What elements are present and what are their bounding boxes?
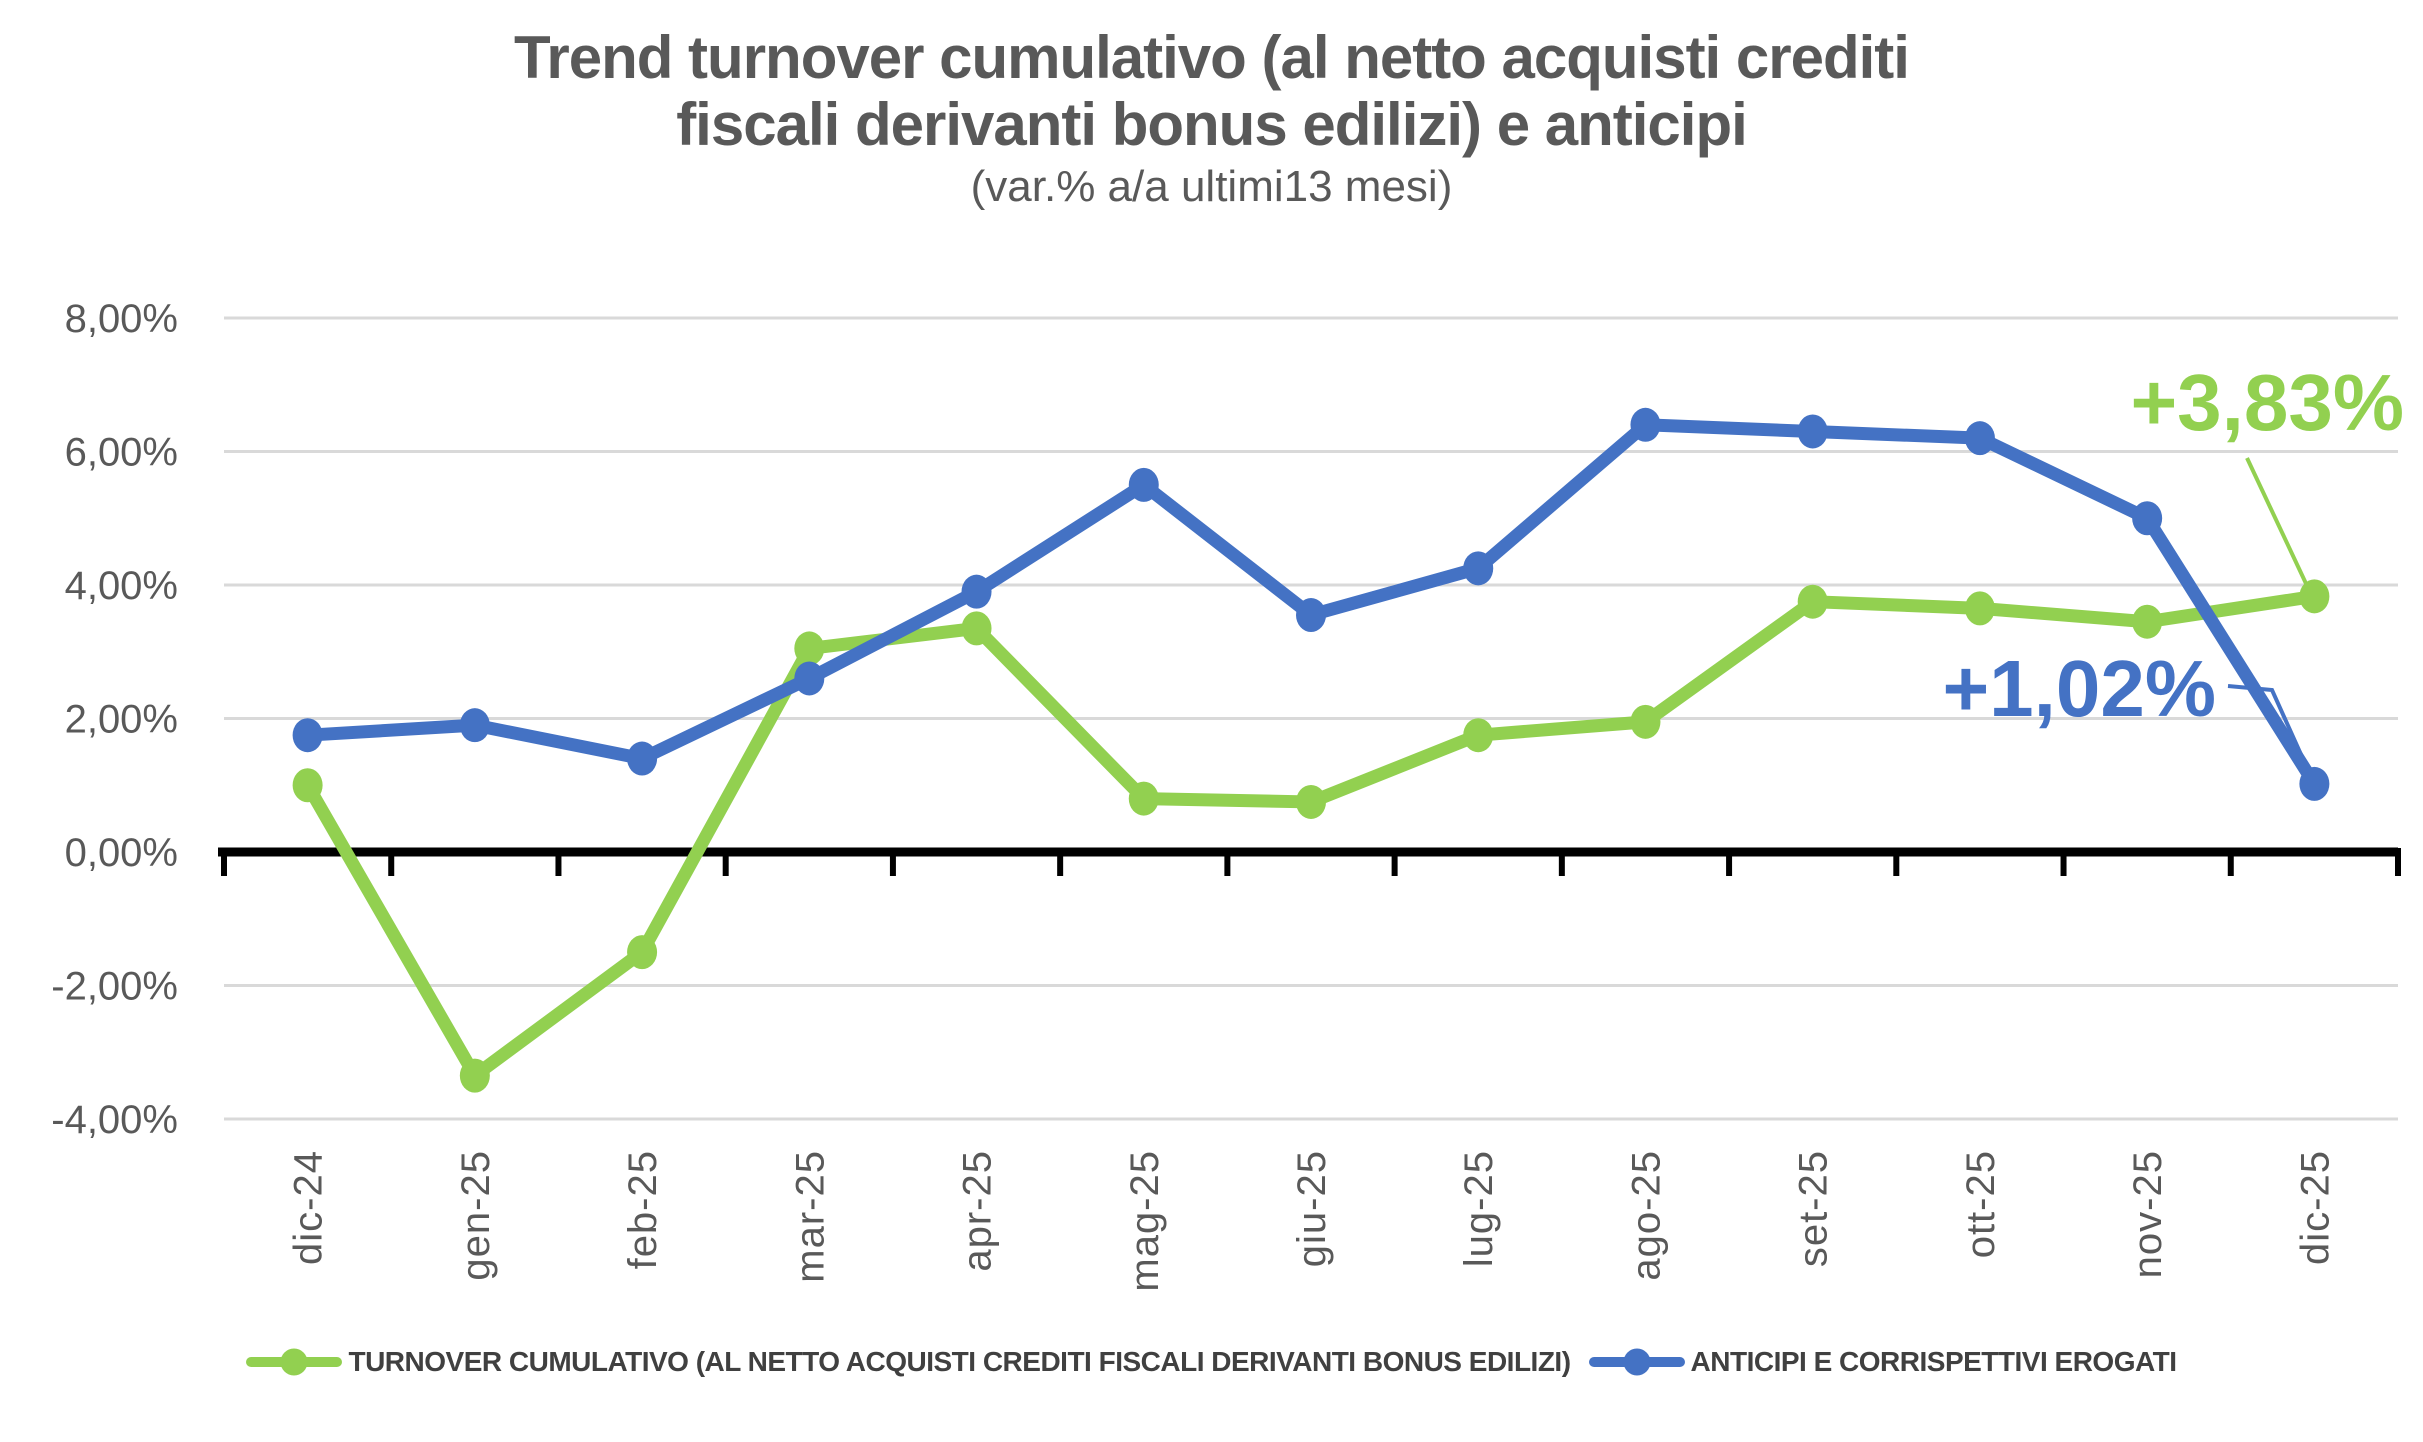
y-axis-label: 4,00% <box>65 564 178 608</box>
x-axis-label: dic-24 <box>287 1150 331 1265</box>
legend-dot-icon <box>280 1348 308 1376</box>
x-axis-label: lug-25 <box>1457 1150 1501 1267</box>
chart-title-line2: fiscali derivanti bonus edilizi) e antic… <box>676 91 1748 158</box>
x-axis-label: nov-25 <box>2126 1150 2170 1278</box>
chart-title: Trend turnover cumulativo (al netto acqu… <box>0 24 2423 158</box>
data-point-green <box>292 768 323 803</box>
y-axis-label: 0,00% <box>65 831 178 875</box>
chart-title-line1: Trend turnover cumulativo (al netto acqu… <box>514 24 1910 91</box>
annotation-blue-end-value: +1,02% <box>1942 644 2216 733</box>
data-point-green <box>1463 718 1494 753</box>
x-axis-label: ago-25 <box>1624 1150 1668 1281</box>
data-point-blue <box>1296 598 1326 633</box>
data-point-green <box>1964 591 1995 626</box>
data-point-green <box>1797 584 1828 619</box>
legend-marker-turnover-icon <box>246 1348 343 1376</box>
data-point-blue <box>794 661 825 696</box>
x-axis-label: gen-25 <box>454 1150 498 1281</box>
data-point-blue <box>627 741 658 776</box>
y-axis-label: -2,00% <box>51 965 178 1009</box>
y-axis-label: -4,00% <box>51 1098 178 1142</box>
data-point-green <box>1630 704 1661 739</box>
x-axis-label: mar-25 <box>788 1150 832 1283</box>
y-axis-label: 6,00% <box>65 431 178 475</box>
data-point-green <box>961 611 992 646</box>
annotation-leader-blue <box>2227 684 2311 772</box>
legend-label-turnover: TURNOVER CUMULATIVO (AL NETTO ACQUISTI C… <box>348 1346 1571 1377</box>
legend-item-turnover-cumulativo: TURNOVER CUMULATIVO (AL NETTO ACQUISTI C… <box>246 1346 1571 1378</box>
x-axis-label: feb-25 <box>621 1150 665 1269</box>
data-point-green <box>1128 781 1159 816</box>
data-point-green <box>794 631 825 666</box>
x-axis-label: ott-25 <box>1959 1150 2003 1258</box>
y-axis-label: 8,00% <box>65 297 178 341</box>
x-axis-label: dic-25 <box>2293 1150 2337 1265</box>
legend-dot-icon <box>1623 1348 1651 1376</box>
data-point-blue <box>1630 407 1661 442</box>
data-point-green <box>2132 604 2163 639</box>
data-point-blue <box>1463 551 1494 586</box>
annotation-leader-green <box>2245 457 2309 586</box>
data-point-blue <box>1964 421 1995 456</box>
data-point-green <box>1296 784 1326 819</box>
data-point-green <box>2299 579 2330 614</box>
data-point-blue <box>1797 414 1828 449</box>
x-axis-label: mag-25 <box>1123 1150 1167 1292</box>
data-point-green <box>459 1058 490 1093</box>
x-axis-label: giu-25 <box>1290 1150 1334 1267</box>
x-axis-label: apr-25 <box>956 1150 1000 1272</box>
x-axis-label: set-25 <box>1792 1150 1836 1267</box>
legend-label-anticipi: ANTICIPI E CORRISPETTIVI EROGATI <box>1690 1346 2177 1377</box>
data-point-green <box>627 935 658 970</box>
data-point-blue <box>2299 766 2330 801</box>
data-point-blue <box>292 718 323 753</box>
chart-subtitle: (var.% a/a ultimi13 mesi) <box>970 162 1453 211</box>
y-axis-label: 2,00% <box>65 698 178 742</box>
chart-header: Trend turnover cumulativo (al netto acqu… <box>0 24 2423 214</box>
data-point-blue <box>961 574 992 609</box>
legend-item-anticipi: ANTICIPI E CORRISPETTIVI EROGATI <box>1588 1346 2177 1378</box>
data-point-blue <box>1128 467 1159 502</box>
annotation-green-end-value: +3,83% <box>2130 358 2404 447</box>
chart-legend: TURNOVER CUMULATIVO (AL NETTO ACQUISTI C… <box>0 1346 2423 1378</box>
data-point-blue <box>2132 501 2163 536</box>
legend-marker-anticipi-icon <box>1588 1348 1685 1376</box>
data-point-blue <box>459 708 490 743</box>
